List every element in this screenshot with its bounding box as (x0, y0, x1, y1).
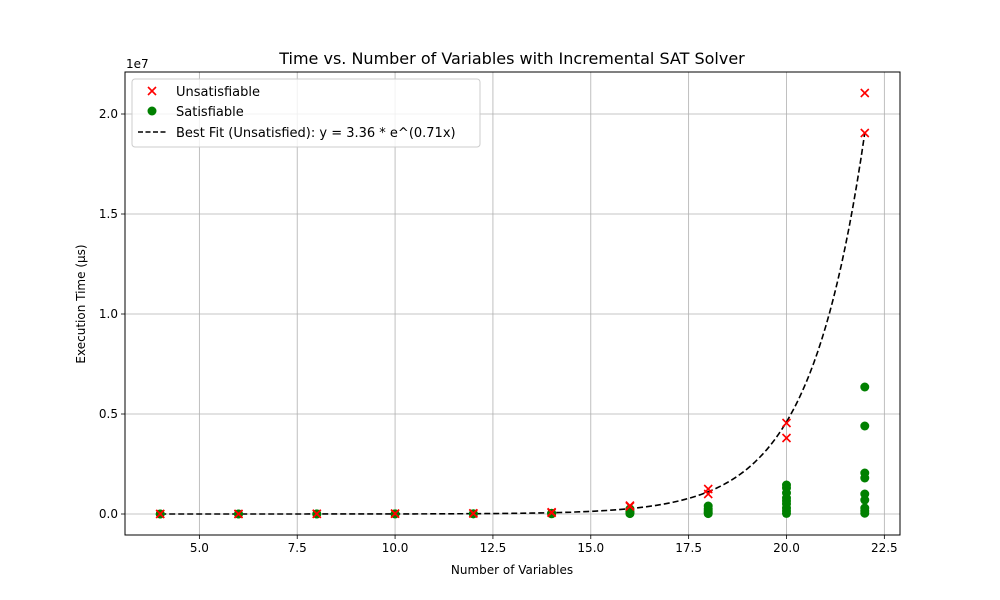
y-tick-label: 0.0 (99, 507, 118, 521)
legend-marker-satisfiable (147, 106, 157, 116)
plot-frame (124, 71, 901, 536)
satisfiable-point (860, 468, 870, 478)
x-stroke (155, 509, 165, 519)
best-fit-curve (160, 132, 866, 515)
fit-line-layer (160, 132, 866, 515)
satisfiable-point (860, 489, 870, 499)
x-stroke (703, 484, 713, 494)
x-stroke (860, 128, 870, 138)
x-stroke (625, 501, 635, 511)
unsatisfiable-point (625, 501, 635, 511)
y-axis: 0.0 0.5 1.0 1.5 2.0 (99, 107, 125, 521)
x-tick-label: 12.5 (480, 541, 507, 555)
y-tick-label: 2.0 (99, 107, 118, 121)
unsatisfiable-point (547, 507, 557, 517)
satisfiable-point (703, 501, 713, 511)
x-tick-label: 15.0 (577, 541, 604, 555)
y-tick-label: 1.0 (99, 307, 118, 321)
chart-title: Time vs. Number of Variables with Increm… (278, 49, 745, 68)
y-axis-label: Execution Time (μs) (74, 244, 88, 363)
unsatisfiable-point (860, 88, 870, 98)
unsatisfiable-point (860, 128, 870, 138)
x-axis-label: Number of Variables (451, 563, 573, 577)
x-tick-label: 22.5 (871, 541, 898, 555)
x-stroke (312, 509, 322, 519)
x-stroke (233, 509, 244, 519)
unsatisfiable-point (781, 433, 792, 443)
unsatisfiable-point (233, 509, 244, 519)
x-tick-label: 5.0 (190, 541, 209, 555)
y-tick-label: 1.5 (99, 207, 118, 221)
x-tick-label: 10.0 (382, 541, 409, 555)
unsatisfiable-point (390, 509, 400, 519)
legend-circle (147, 106, 157, 116)
y-tick-label: 0.5 (99, 407, 118, 421)
legend-label-best-fit: Best Fit (Unsatisfied): y = 3.36 * e^(0.… (176, 126, 456, 141)
x-stroke (468, 508, 478, 518)
satisfiable-point (781, 480, 791, 490)
legend: Unsatisfiable Satisfiable Best Fit (Unsa… (131, 78, 481, 148)
unsatisfiable-point (312, 509, 322, 519)
satisfiable-point (860, 382, 870, 392)
legend-marker-unsatisfiable (147, 86, 157, 96)
x-stroke (147, 86, 157, 96)
y-multiplier-label: 1e7 (126, 57, 149, 71)
x-stroke (781, 433, 792, 443)
x-axis: 5.0 7.5 10.0 12.5 15.0 17.5 20.0 22.5 (190, 535, 898, 555)
data-points (155, 88, 870, 519)
legend-label-satisfiable: Satisfiable (176, 105, 244, 120)
x-tick-label: 17.5 (675, 541, 702, 555)
legend-box (131, 78, 481, 148)
unsatisfiable-point (468, 508, 478, 518)
x-stroke (390, 509, 400, 519)
x-stroke (781, 418, 792, 428)
x-stroke (547, 507, 557, 517)
x-tick-label: 20.0 (773, 541, 800, 555)
satisfiable-point (860, 503, 870, 513)
satisfiable-point (860, 421, 870, 431)
unsatisfiable-point (155, 509, 165, 519)
x-tick-label: 7.5 (288, 541, 307, 555)
x-stroke (860, 88, 870, 98)
legend-label-unsatisfiable: Unsatisfiable (176, 85, 260, 100)
unsatisfiable-point (703, 484, 713, 494)
unsatisfiable-point (781, 418, 792, 428)
